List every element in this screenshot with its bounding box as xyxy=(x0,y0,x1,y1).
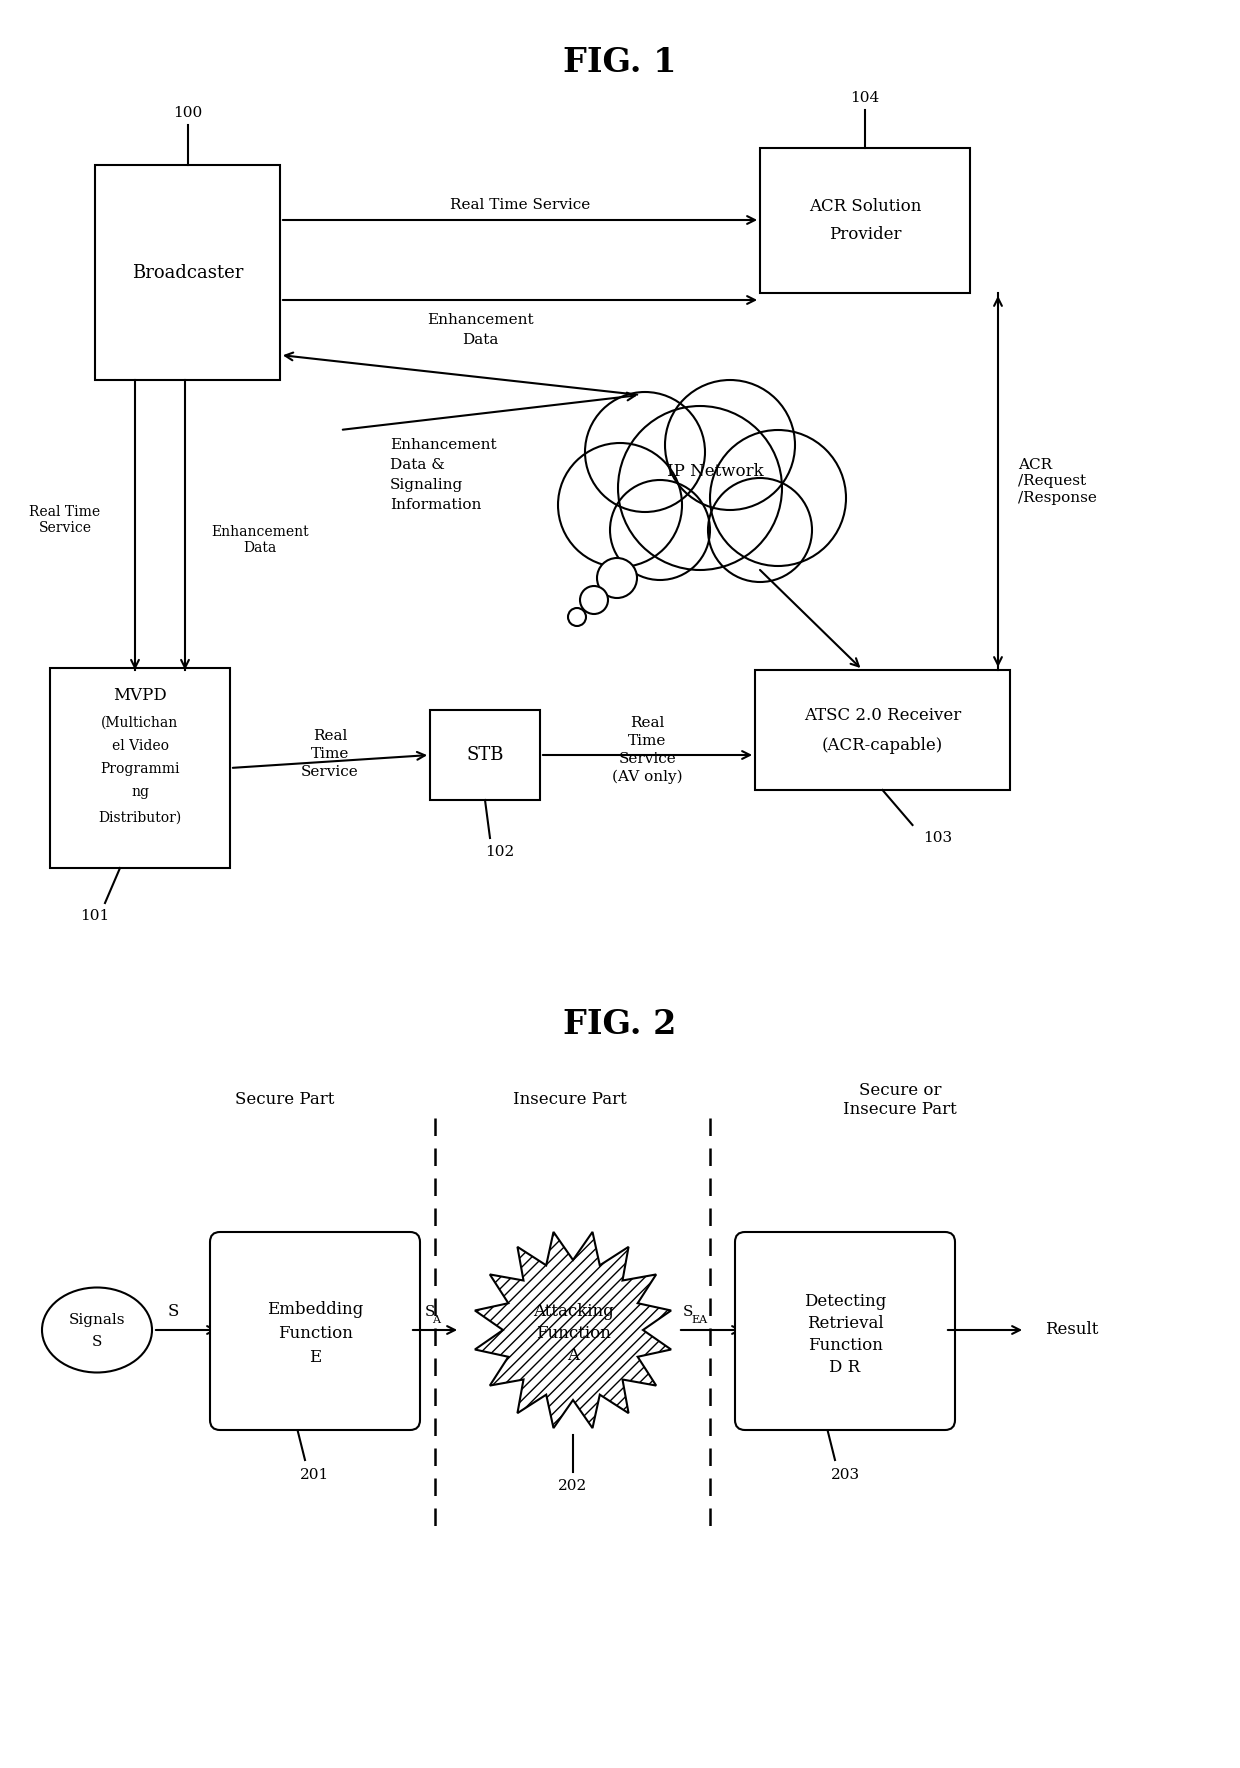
Text: 102: 102 xyxy=(485,845,515,859)
FancyBboxPatch shape xyxy=(50,668,229,868)
Text: Distributor): Distributor) xyxy=(98,812,181,826)
Text: Signaling: Signaling xyxy=(391,477,464,492)
Text: (ACR-capable): (ACR-capable) xyxy=(822,737,944,753)
FancyBboxPatch shape xyxy=(95,164,280,380)
Text: (AV only): (AV only) xyxy=(613,769,683,785)
Text: ATSC 2.0 Receiver: ATSC 2.0 Receiver xyxy=(804,707,961,723)
Circle shape xyxy=(585,392,706,513)
Ellipse shape xyxy=(42,1287,153,1372)
Text: Programmi: Programmi xyxy=(100,762,180,776)
Text: Signals: Signals xyxy=(68,1314,125,1328)
Text: Information: Information xyxy=(391,499,481,513)
Text: Function: Function xyxy=(536,1326,610,1342)
FancyBboxPatch shape xyxy=(755,670,1011,790)
Text: 104: 104 xyxy=(851,90,879,104)
Text: Secure or
Insecure Part: Secure or Insecure Part xyxy=(843,1082,957,1119)
Text: el Video: el Video xyxy=(112,739,169,753)
Text: Enhancement
Data: Enhancement Data xyxy=(211,525,309,555)
Text: MVPD: MVPD xyxy=(113,688,167,704)
Circle shape xyxy=(665,380,795,509)
Text: Real Time Service: Real Time Service xyxy=(450,198,590,212)
Text: (Multichan: (Multichan xyxy=(102,716,179,730)
Text: A: A xyxy=(432,1315,440,1324)
Text: Retrieval: Retrieval xyxy=(807,1314,883,1331)
Text: Service: Service xyxy=(301,766,358,780)
Text: Secure Part: Secure Part xyxy=(236,1091,335,1109)
FancyBboxPatch shape xyxy=(735,1232,955,1430)
Text: Data &: Data & xyxy=(391,458,445,472)
Text: 201: 201 xyxy=(300,1467,330,1482)
Text: S: S xyxy=(683,1305,693,1319)
Text: Real: Real xyxy=(630,716,665,730)
Text: Enhancement: Enhancement xyxy=(427,313,533,327)
Text: Time: Time xyxy=(311,748,350,760)
Circle shape xyxy=(568,608,587,626)
Text: D R: D R xyxy=(830,1358,861,1376)
Text: ACR
/Request
/Response: ACR /Request /Response xyxy=(1018,458,1097,504)
Text: S: S xyxy=(425,1305,435,1319)
Text: Result: Result xyxy=(1045,1321,1099,1338)
Circle shape xyxy=(618,407,782,569)
Text: 103: 103 xyxy=(923,831,952,845)
Text: 203: 203 xyxy=(831,1467,859,1482)
Circle shape xyxy=(558,444,682,568)
Text: ACR Solution: ACR Solution xyxy=(808,198,921,216)
Text: FIG. 1: FIG. 1 xyxy=(563,46,677,78)
FancyBboxPatch shape xyxy=(430,711,539,799)
Text: Real: Real xyxy=(312,728,347,743)
Text: Enhancement: Enhancement xyxy=(391,438,497,453)
Text: IP Network: IP Network xyxy=(667,463,764,481)
Circle shape xyxy=(580,585,608,613)
Text: Insecure Part: Insecure Part xyxy=(513,1091,627,1109)
Text: E: E xyxy=(309,1349,321,1365)
Text: STB: STB xyxy=(466,746,503,764)
Text: 101: 101 xyxy=(81,909,109,923)
Text: FIG. 2: FIG. 2 xyxy=(563,1008,677,1041)
Circle shape xyxy=(610,479,711,580)
Text: Time: Time xyxy=(629,734,667,748)
Circle shape xyxy=(596,559,637,598)
Polygon shape xyxy=(475,1232,671,1429)
Text: Function: Function xyxy=(807,1337,883,1354)
Text: 202: 202 xyxy=(558,1480,588,1492)
Circle shape xyxy=(708,477,812,582)
Text: Embedding: Embedding xyxy=(267,1301,363,1317)
Text: A: A xyxy=(567,1347,579,1365)
Text: 100: 100 xyxy=(172,106,202,120)
Text: Broadcaster: Broadcaster xyxy=(131,263,243,281)
Text: Provider: Provider xyxy=(828,226,901,242)
Text: Function: Function xyxy=(278,1324,352,1342)
Text: Service: Service xyxy=(619,751,676,766)
Text: Detecting: Detecting xyxy=(804,1292,887,1310)
Text: S: S xyxy=(167,1303,179,1321)
Text: Data: Data xyxy=(461,332,498,347)
FancyBboxPatch shape xyxy=(210,1232,420,1430)
Circle shape xyxy=(711,430,846,566)
Text: ng: ng xyxy=(131,785,149,799)
Text: Real Time
Service: Real Time Service xyxy=(30,506,100,536)
FancyBboxPatch shape xyxy=(760,149,970,293)
Text: S: S xyxy=(92,1335,102,1349)
Text: Attacking: Attacking xyxy=(533,1303,614,1321)
Text: EA: EA xyxy=(691,1315,707,1324)
